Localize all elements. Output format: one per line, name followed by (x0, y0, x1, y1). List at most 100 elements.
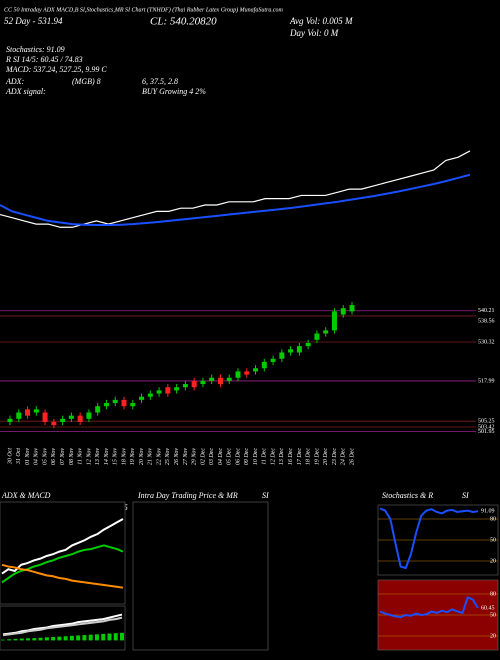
x-tick-label: 05 Dec (227, 448, 233, 465)
level-label: 517.99 (478, 378, 495, 384)
bar (38, 637, 43, 641)
x-tick-label: 09 Dec (244, 448, 250, 465)
x-tick-label: 24 Dec (340, 448, 347, 465)
bar (76, 635, 81, 641)
x-tick-label: 10 Dec (253, 448, 259, 465)
candle-body (253, 368, 259, 372)
x-tick-label: 02 Dec (200, 448, 206, 465)
adx-label: ADX: (5, 77, 25, 86)
x-tick-label: 21 Nov (148, 448, 154, 466)
line (379, 507, 479, 570)
candle-body (191, 380, 197, 388)
x-tick-label: 11 Nov (78, 448, 84, 465)
y-tick-label: 50 (490, 537, 496, 543)
line (1, 544, 124, 584)
x-tick-label: 04 Dec (217, 448, 224, 465)
x-tick-label: 12 Nov (86, 448, 92, 466)
x-tick-label: 26 Nov (174, 448, 180, 466)
panel-title: ADX & MACD (1, 491, 51, 500)
bar (44, 637, 49, 641)
panel (132, 501, 269, 651)
bar (32, 638, 37, 641)
candle-body (33, 409, 39, 413)
candle-body (68, 415, 74, 419)
x-tick-label: 26 Dec (349, 448, 355, 465)
y-tick-label: 80 (490, 591, 496, 597)
line (0, 173, 471, 227)
candle-body (86, 412, 92, 419)
header-title: CC 50 Intraday ADX MACD,B SI,Stochastics… (4, 6, 283, 13)
line (2, 616, 123, 637)
x-tick-label: 07 Nov (60, 448, 66, 466)
bar (26, 638, 31, 641)
x-tick-label: 08 Nov (69, 448, 75, 466)
candle-body (121, 399, 127, 407)
line (2, 613, 123, 636)
panel-title: SI (462, 491, 469, 500)
bar (19, 638, 24, 641)
close-label: CL: 540.20820 (150, 16, 217, 28)
x-tick-label: 06 Dec (235, 448, 241, 465)
end-label: 60.45 (481, 605, 495, 611)
candle-body (77, 415, 83, 422)
x-tick-label: 06 Nov (51, 448, 57, 466)
candle-body (314, 333, 320, 340)
x-tick-label: 03 Dec (209, 448, 215, 465)
x-tick-label: 20 Nov (139, 448, 145, 466)
y-tick-label: 20 (490, 633, 496, 639)
y-tick-label: 20 (490, 558, 496, 564)
bar (120, 632, 124, 641)
rsi-label: R SI 14/5: 60.45 / 74.83 (5, 55, 83, 64)
avg-vol: Avg Vol: 0.005 M (289, 16, 353, 26)
level-label: 501.95 (478, 429, 495, 435)
x-tick-label: 20 Dec (323, 448, 329, 465)
panel (0, 605, 126, 651)
bar (94, 634, 99, 641)
candle-body (51, 421, 57, 426)
line (1, 518, 124, 575)
x-tick-label: 29 Nov (192, 448, 198, 466)
candle-body (279, 352, 285, 359)
bar (82, 635, 87, 641)
x-tick-label: 31 Oct (16, 448, 22, 465)
x-tick-label: 14 Nov (103, 448, 110, 466)
candle-body (182, 384, 188, 388)
bar (7, 639, 12, 641)
x-tick-label: 04 Nov (33, 448, 40, 466)
day-label: 52 Day - 531.94 (4, 16, 63, 26)
candle-body (217, 377, 223, 385)
adx-nums: 6, 37.5, 2.8 (142, 77, 178, 86)
end-label: 91.09 (481, 509, 495, 515)
candle-body (331, 311, 337, 331)
candle-body (296, 346, 302, 353)
candle-body (244, 371, 250, 375)
candle-body (147, 393, 153, 397)
level-label: 540.21 (478, 308, 495, 314)
candle-body (112, 399, 118, 404)
x-tick-label: 13 Nov (95, 448, 101, 466)
bar (113, 633, 118, 641)
stoch-label: Stochastics: 91.09 (6, 45, 65, 54)
candle-body (288, 349, 294, 353)
candle-body (270, 358, 276, 362)
x-tick-label: 19 Nov (130, 448, 136, 466)
candle-body (7, 418, 13, 422)
bar (13, 638, 18, 641)
bar (51, 636, 56, 641)
candle-body (323, 330, 329, 334)
x-tick-label: 17 Dec (297, 448, 303, 465)
x-tick-label: 12 Dec (270, 448, 276, 465)
bar (107, 633, 112, 641)
y-tick-label: 80 (490, 516, 496, 522)
panel (0, 501, 126, 605)
candle-body (261, 361, 267, 369)
line (379, 596, 479, 619)
candle-body (16, 412, 22, 419)
candle-body (95, 406, 101, 413)
bar (63, 636, 68, 641)
day-vol: Day Vol: 0 M (289, 28, 339, 38)
candle-body (340, 308, 346, 315)
x-tick-label: 11 Dec (262, 448, 268, 465)
x-tick-label: 15 Nov (113, 448, 119, 466)
